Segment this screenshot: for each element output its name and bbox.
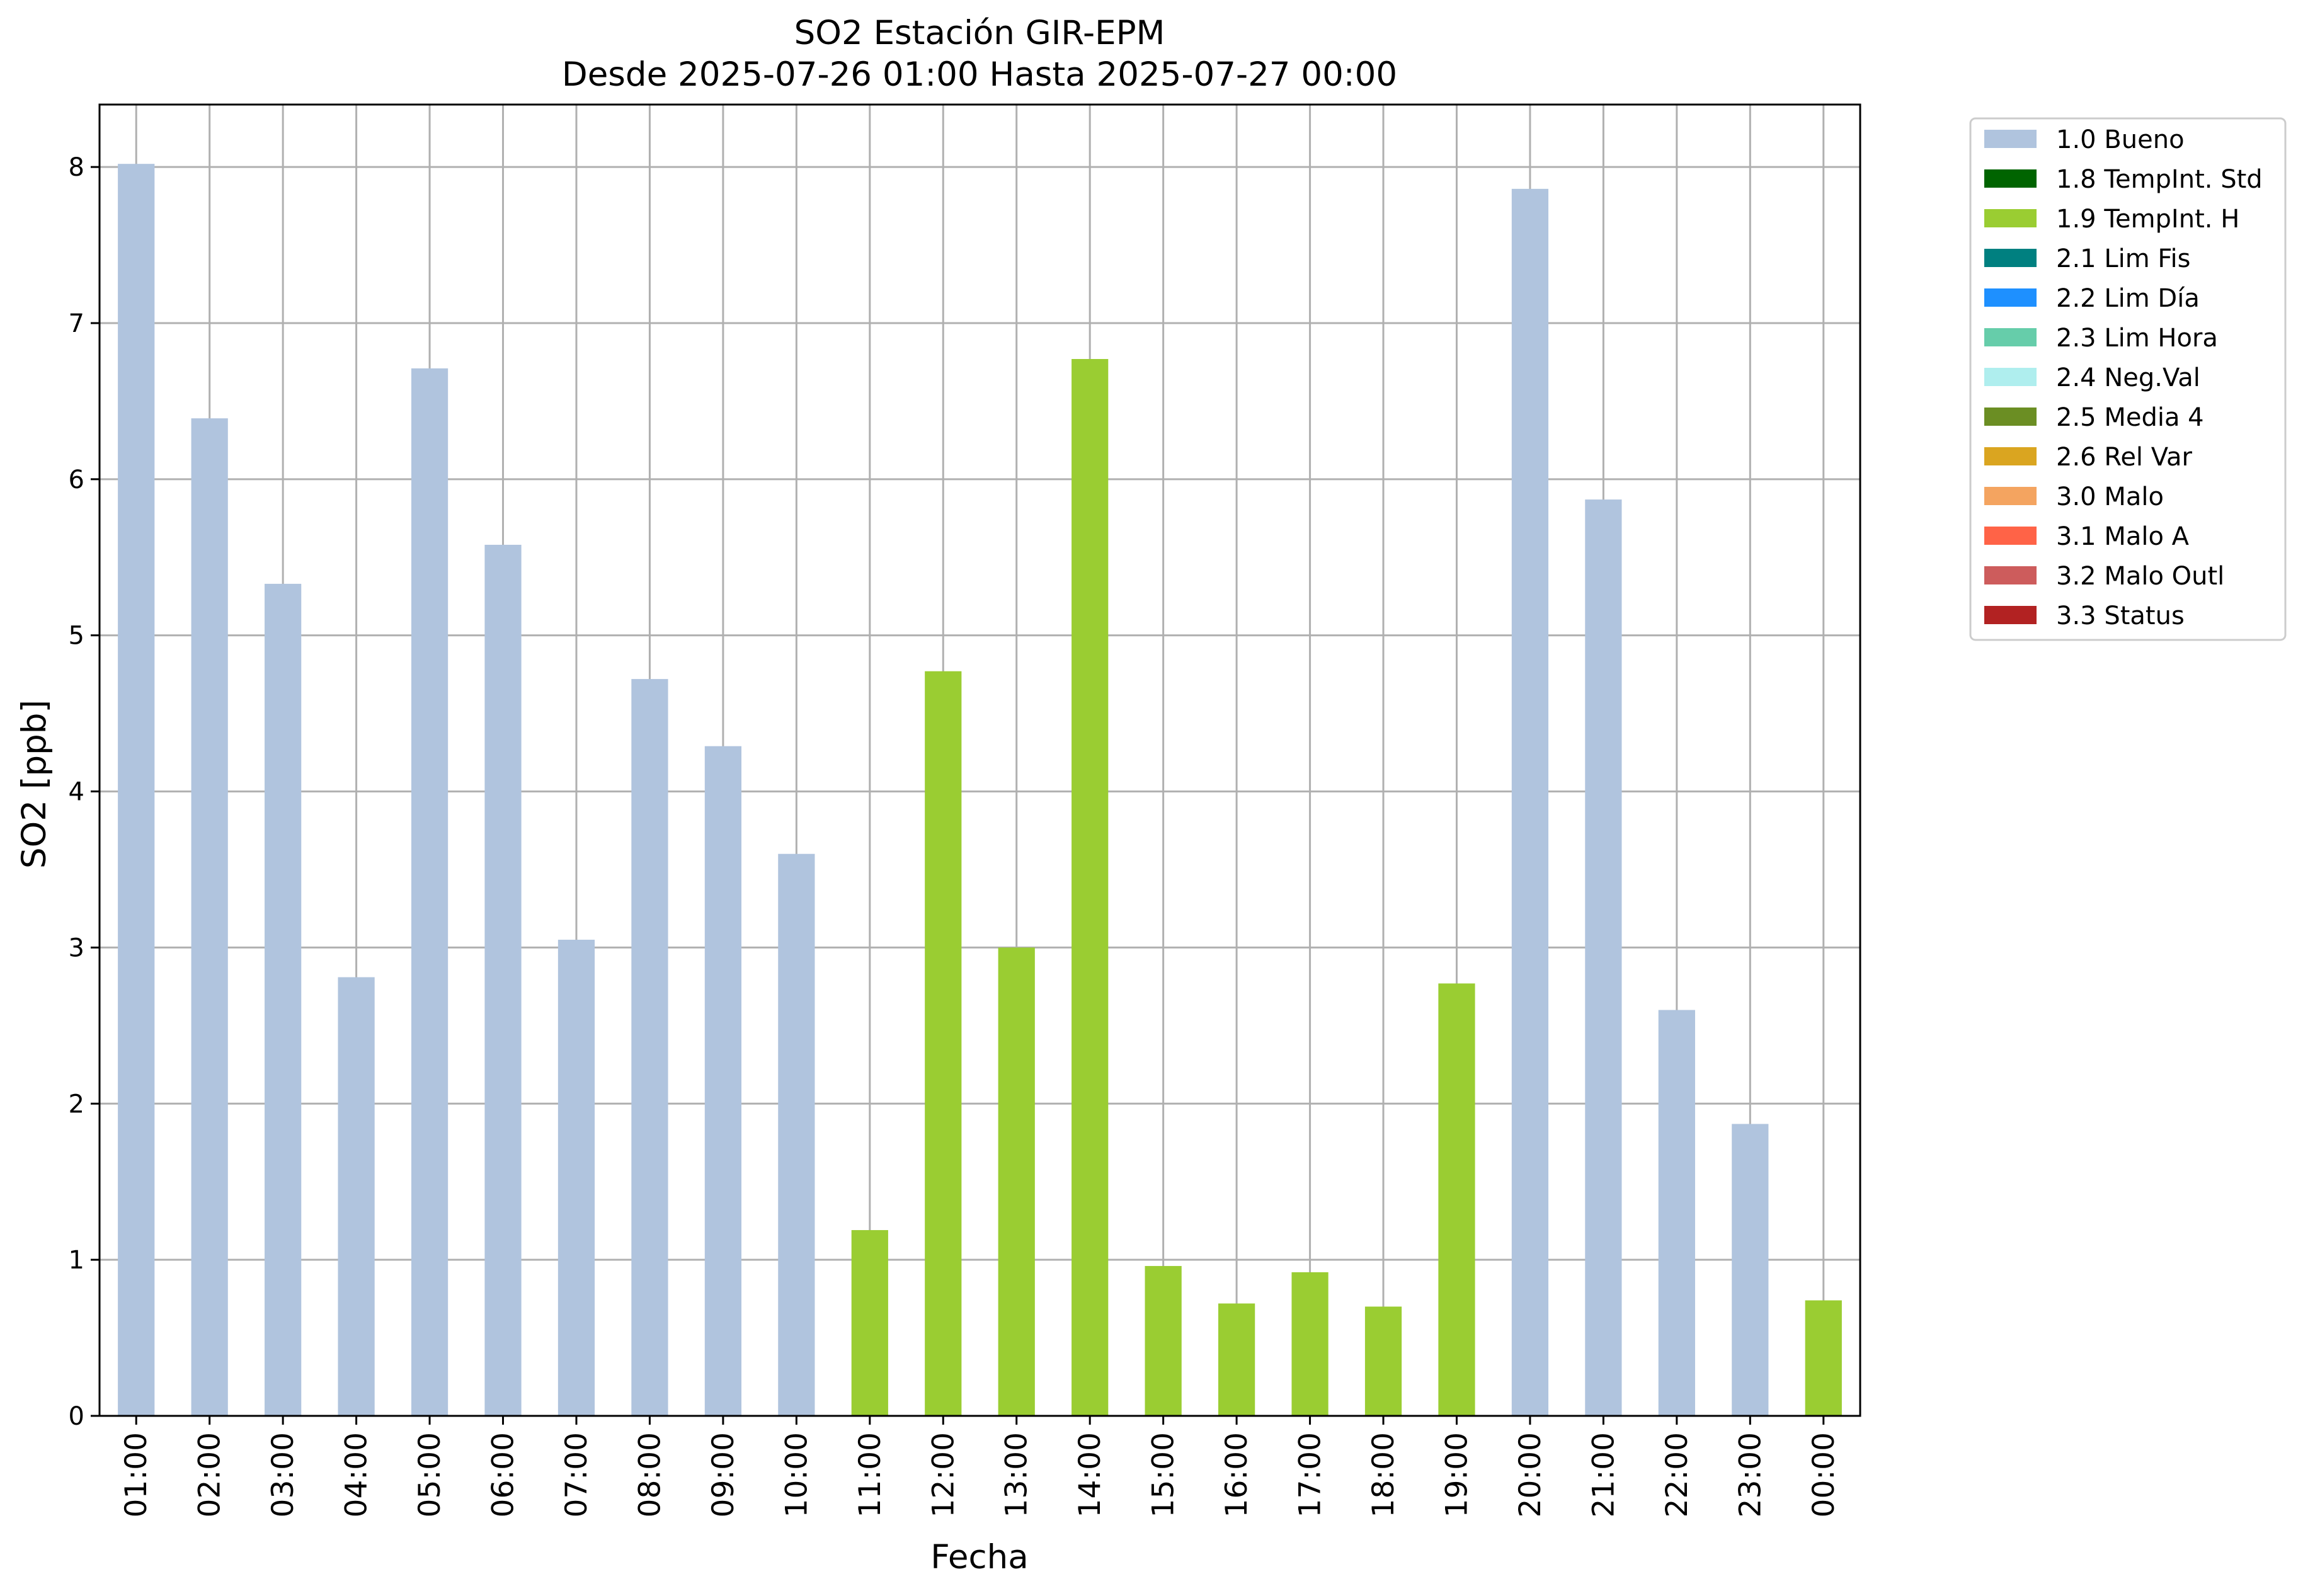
legend-swatch	[1984, 487, 2037, 505]
legend-label: 3.3 Status	[2056, 601, 2185, 630]
y-tick-label: 5	[69, 622, 84, 651]
bar-22:00	[1658, 1010, 1695, 1416]
legend-label: 2.1 Lim Fis	[2056, 244, 2190, 273]
bar-10:00	[778, 853, 815, 1416]
y-axis-label: SO2 [ppb]	[15, 700, 54, 869]
legend-swatch	[1984, 249, 2037, 267]
chart-title: SO2 Estación GIR-EPM	[794, 14, 1165, 52]
bar-18:00	[1364, 1306, 1402, 1416]
bar-02:00	[191, 418, 228, 1416]
x-tick-label: 17:00	[1293, 1432, 1328, 1517]
bar-04:00	[338, 977, 375, 1416]
legend: 1.0 Bueno 1.8 TempInt. Std 1.9 TempInt. H 2…	[1969, 117, 2287, 641]
x-tick-label: 19:00	[1439, 1432, 1474, 1517]
legend-label: 2.2 Lim Día	[2056, 284, 2200, 313]
bar-08:00	[631, 679, 668, 1416]
bar-21:00	[1585, 499, 1622, 1416]
chart-subtitle: Desde 2025-07-26 01:00 Hasta 2025-07-27 …	[562, 55, 1397, 94]
legend-frame	[1969, 117, 2287, 641]
x-axis-ticks: 01:00 02:00 03:00 04:00 05:00 06:00 07:00 08:00…	[119, 1416, 1841, 1517]
legend-swatch	[1984, 130, 2037, 148]
bar-14:00	[1071, 359, 1109, 1416]
x-tick-label: 02:00	[193, 1432, 227, 1517]
legend-label: 3.0 Malo	[2056, 482, 2164, 511]
legend-label: 1.0 Bueno	[2056, 125, 2185, 154]
bar-23:00	[1732, 1124, 1769, 1416]
y-tick-label: 1	[69, 1246, 84, 1275]
y-tick-label: 2	[69, 1090, 84, 1119]
x-tick-label: 20:00	[1513, 1432, 1548, 1517]
legend-swatch	[1984, 408, 2037, 426]
y-tick-label: 3	[69, 933, 84, 962]
x-tick-label: 05:00	[413, 1432, 447, 1517]
y-tick-label: 8	[69, 153, 84, 182]
bar-20:00	[1511, 188, 1549, 1416]
bar-11:00	[851, 1230, 888, 1416]
x-tick-label: 16:00	[1220, 1432, 1254, 1517]
y-tick-label: 4	[69, 778, 84, 807]
y-tick-label: 7	[69, 309, 84, 338]
legend-swatch	[1984, 209, 2037, 227]
y-tick-label: 0	[69, 1402, 84, 1431]
bar-06:00	[484, 544, 522, 1416]
legend-swatch	[1984, 169, 2037, 188]
bar-15:00	[1145, 1266, 1182, 1416]
x-tick-label: 15:00	[1146, 1432, 1181, 1517]
y-tick-label: 6	[69, 465, 84, 494]
bar-03:00	[265, 583, 302, 1416]
bar-09:00	[704, 746, 742, 1416]
bar-05:00	[411, 368, 449, 1416]
legend-label: 1.9 TempInt. H	[2056, 205, 2239, 234]
x-tick-label: 00:00	[1807, 1432, 1841, 1517]
y-axis-ticks: 0 1 2 3 4 5 6 7 8	[69, 153, 100, 1431]
bars	[118, 164, 1842, 1416]
x-tick-label: 08:00	[632, 1432, 667, 1517]
x-tick-label: 23:00	[1733, 1432, 1768, 1517]
legend-label: 2.6 Rel Var	[2056, 443, 2193, 472]
legend-label: 3.1 Malo A	[2056, 522, 2190, 551]
legend-label: 1.8 TempInt. Std	[2056, 165, 2263, 194]
x-tick-label: 09:00	[706, 1432, 741, 1517]
x-tick-label: 12:00	[926, 1432, 961, 1517]
x-tick-label: 10:00	[779, 1432, 814, 1517]
x-tick-label: 04:00	[340, 1432, 374, 1517]
bar-01:00	[118, 164, 155, 1416]
legend-swatch	[1984, 527, 2037, 545]
bar-19:00	[1438, 983, 1475, 1416]
legend-label: 2.3 Lim Hora	[2056, 324, 2218, 353]
bar-16:00	[1218, 1303, 1255, 1416]
x-axis-label: Fecha	[930, 1538, 1028, 1576]
x-tick-label: 18:00	[1366, 1432, 1401, 1517]
x-tick-label: 13:00	[1000, 1432, 1034, 1517]
legend-label: 3.2 Malo Outl	[2056, 562, 2224, 591]
x-tick-label: 22:00	[1660, 1432, 1694, 1517]
plot-frame	[98, 103, 1861, 1417]
legend-swatch	[1984, 606, 2037, 624]
x-tick-label: 01:00	[119, 1432, 154, 1517]
legend-swatch	[1984, 288, 2037, 307]
x-tick-label: 06:00	[486, 1432, 521, 1517]
legend-label: 2.4 Neg.Val	[2056, 363, 2200, 392]
x-tick-label: 11:00	[853, 1432, 888, 1517]
legend-swatch	[1984, 566, 2037, 584]
legend-swatch	[1984, 447, 2037, 465]
x-tick-label: 07:00	[559, 1432, 594, 1517]
bar-07:00	[557, 940, 595, 1416]
bar-00:00	[1805, 1300, 1842, 1416]
legend-swatch	[1984, 328, 2037, 346]
legend-label: 2.5 Media 4	[2056, 403, 2204, 432]
legend-swatch	[1984, 368, 2037, 386]
bar-17:00	[1291, 1272, 1329, 1416]
x-tick-label: 03:00	[266, 1432, 300, 1517]
x-tick-label: 14:00	[1073, 1432, 1107, 1517]
x-tick-label: 21:00	[1586, 1432, 1621, 1517]
bar-12:00	[925, 671, 962, 1416]
bar-13:00	[998, 947, 1035, 1416]
